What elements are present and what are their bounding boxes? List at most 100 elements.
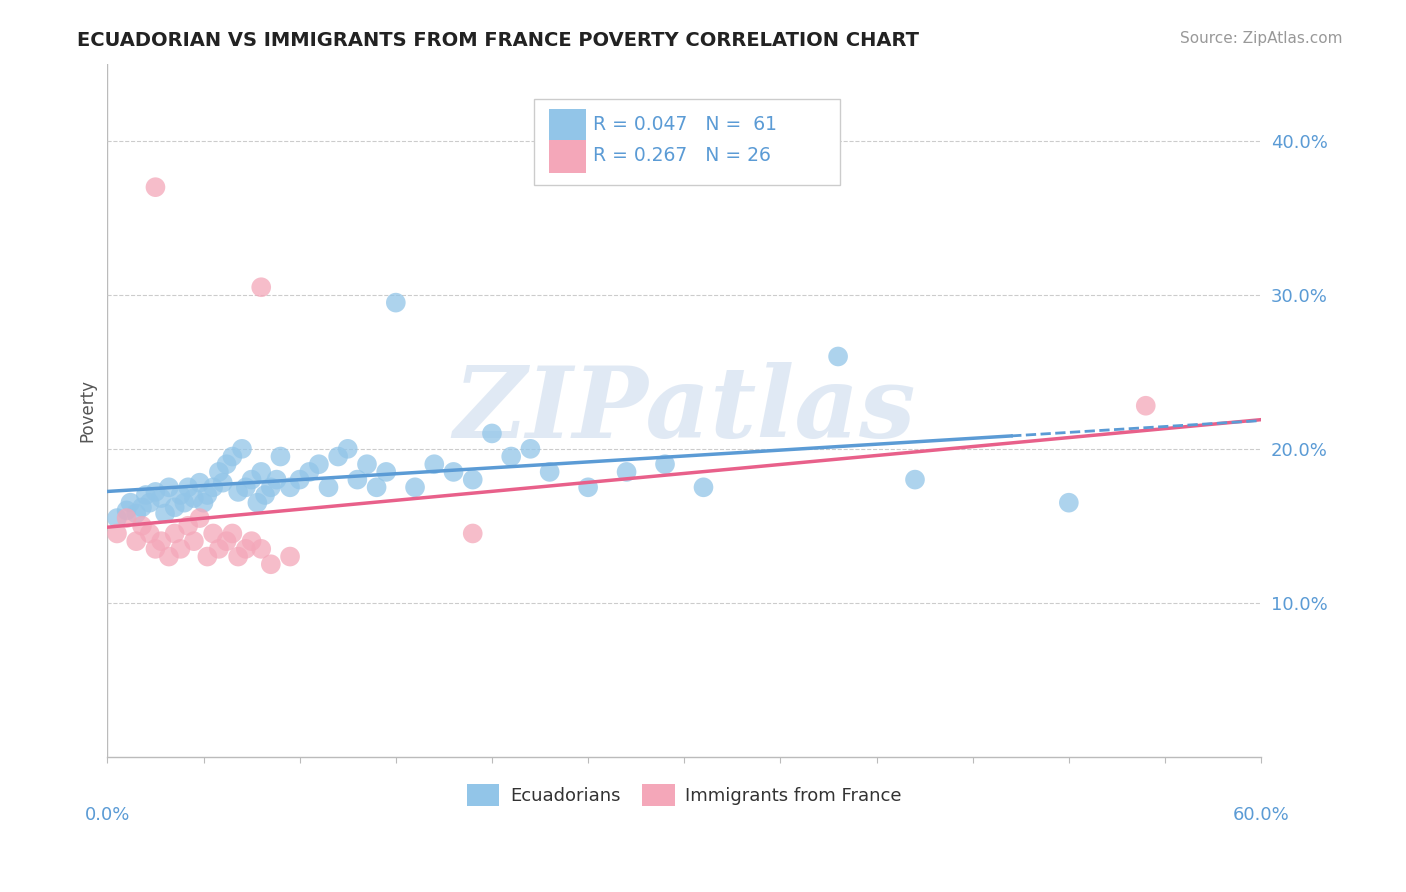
Point: [221, 526, 243, 541]
Point: [278, 549, 301, 564]
Point: [336, 442, 359, 456]
Point: [246, 496, 269, 510]
Point: [318, 480, 340, 494]
Point: [169, 541, 191, 556]
Point: [827, 350, 849, 364]
Point: [250, 465, 273, 479]
Point: [501, 450, 523, 464]
Point: [423, 457, 446, 471]
Point: [145, 541, 167, 556]
Point: [145, 180, 167, 194]
Point: [195, 549, 218, 564]
Point: [125, 534, 148, 549]
Point: [105, 511, 128, 525]
Point: [346, 473, 368, 487]
Point: [150, 491, 173, 505]
Point: [135, 488, 157, 502]
Point: [157, 549, 180, 564]
Point: [235, 541, 257, 556]
Point: [260, 558, 283, 572]
Point: [208, 541, 231, 556]
Point: [269, 450, 291, 464]
Point: [188, 475, 211, 490]
Point: [120, 496, 142, 510]
Point: [375, 465, 398, 479]
Point: [519, 442, 541, 456]
Point: [211, 475, 233, 490]
Point: [125, 507, 148, 521]
Point: [1135, 399, 1157, 413]
Point: [131, 500, 153, 515]
Point: [443, 465, 465, 479]
Point: [226, 549, 249, 564]
Point: [183, 491, 205, 505]
Text: Source: ZipAtlas.com: Source: ZipAtlas.com: [1180, 31, 1343, 46]
Point: [215, 534, 238, 549]
Point: [150, 534, 173, 549]
Point: [385, 295, 408, 310]
Point: [240, 473, 263, 487]
Point: [260, 480, 283, 494]
Point: [240, 534, 263, 549]
Point: [254, 488, 277, 502]
Point: [226, 484, 249, 499]
Point: [131, 518, 153, 533]
Point: [616, 465, 638, 479]
Point: [461, 473, 484, 487]
Point: [115, 503, 138, 517]
Point: [250, 541, 273, 556]
Point: [153, 507, 176, 521]
Point: [145, 484, 167, 499]
Point: [157, 480, 180, 494]
FancyBboxPatch shape: [534, 99, 839, 186]
Point: [366, 480, 388, 494]
Text: 0.0%: 0.0%: [84, 805, 131, 824]
Point: [250, 280, 273, 294]
Point: [208, 465, 231, 479]
Point: [173, 496, 195, 510]
Point: [326, 450, 349, 464]
Point: [202, 526, 225, 541]
Point: [278, 480, 301, 494]
Point: [138, 526, 160, 541]
Point: [356, 457, 378, 471]
Point: [215, 457, 238, 471]
FancyBboxPatch shape: [550, 140, 586, 173]
Point: [235, 480, 257, 494]
Text: 60.0%: 60.0%: [1233, 805, 1289, 824]
Text: R = 0.267   N = 26: R = 0.267 N = 26: [593, 146, 770, 165]
Point: [231, 442, 253, 456]
Point: [115, 511, 138, 525]
Point: [308, 457, 330, 471]
Text: ECUADORIAN VS IMMIGRANTS FROM FRANCE POVERTY CORRELATION CHART: ECUADORIAN VS IMMIGRANTS FROM FRANCE POV…: [77, 31, 920, 50]
Text: R = 0.047   N =  61: R = 0.047 N = 61: [593, 115, 778, 134]
Point: [692, 480, 714, 494]
Point: [298, 465, 321, 479]
Point: [169, 488, 191, 502]
Point: [481, 426, 503, 441]
Point: [538, 465, 561, 479]
Point: [195, 488, 218, 502]
Y-axis label: Poverty: Poverty: [79, 379, 96, 442]
Legend: Ecuadorians, Immigrants from France: Ecuadorians, Immigrants from France: [460, 777, 910, 814]
Point: [188, 511, 211, 525]
Point: [461, 526, 484, 541]
Point: [654, 457, 676, 471]
Point: [163, 500, 186, 515]
Text: ZIPatlas: ZIPatlas: [453, 362, 915, 458]
Point: [404, 480, 426, 494]
Point: [193, 496, 215, 510]
Point: [1057, 496, 1080, 510]
Point: [177, 518, 200, 533]
Point: [105, 526, 128, 541]
FancyBboxPatch shape: [550, 109, 586, 142]
Point: [177, 480, 200, 494]
Point: [138, 496, 160, 510]
Point: [576, 480, 599, 494]
Point: [163, 526, 186, 541]
Point: [904, 473, 927, 487]
Point: [183, 534, 205, 549]
Point: [266, 473, 288, 487]
Point: [202, 480, 225, 494]
Point: [288, 473, 311, 487]
